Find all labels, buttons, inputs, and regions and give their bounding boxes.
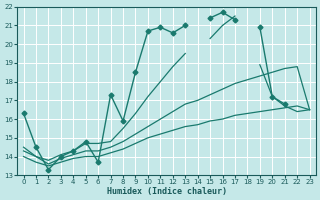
X-axis label: Humidex (Indice chaleur): Humidex (Indice chaleur) bbox=[107, 187, 227, 196]
